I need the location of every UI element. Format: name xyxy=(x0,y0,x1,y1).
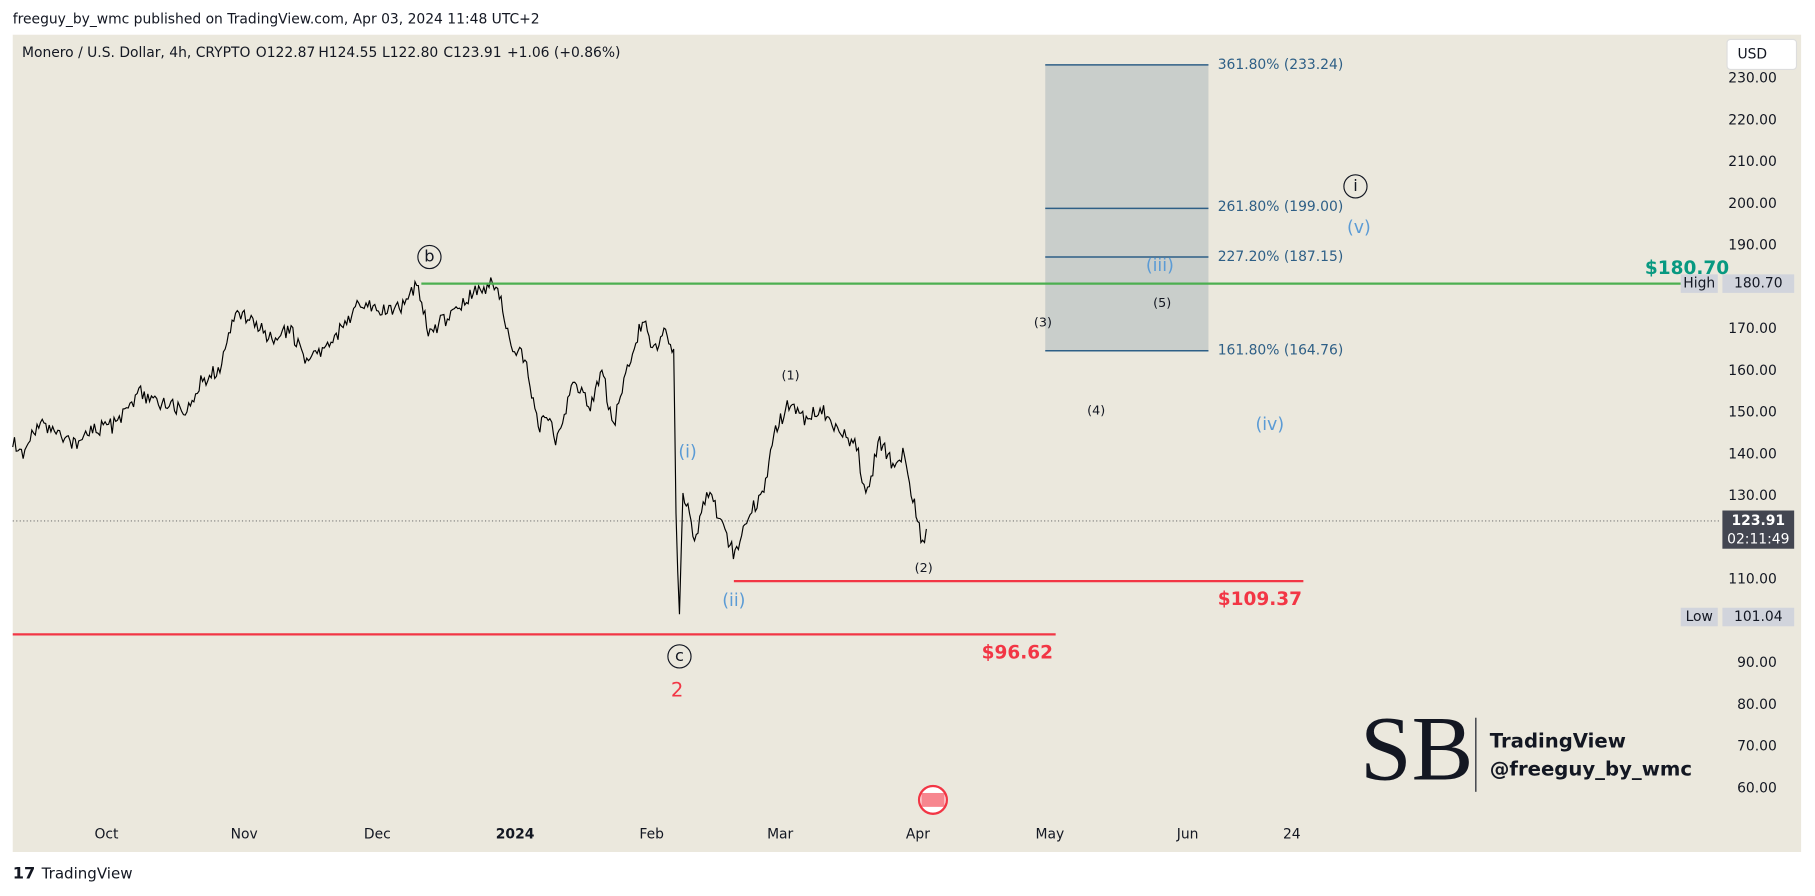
wave-label: b xyxy=(424,246,434,265)
wave-label: (4) xyxy=(1087,403,1105,418)
time-tick-label: Mar xyxy=(767,827,793,843)
time-tick-label: Apr xyxy=(906,827,930,843)
currency[interactable]: USD xyxy=(1737,46,1767,62)
time-tick-label: 24 xyxy=(1283,827,1301,843)
fib-label: 361.80% (233.24) xyxy=(1218,57,1344,73)
price-tick-label: 70.00 xyxy=(1737,739,1777,755)
price-tick-label: 160.00 xyxy=(1728,363,1777,379)
price-tick-label: 170.00 xyxy=(1728,321,1777,337)
high-value-box xyxy=(1722,274,1795,293)
low-value-box xyxy=(1722,607,1795,627)
high-tag: High xyxy=(1683,276,1715,292)
wave-labels: b c i 2 (i) (ii) (iii) (iv) (v) (1) (2) … xyxy=(417,174,1371,702)
footer-logo: 17 xyxy=(13,864,36,883)
chart-background xyxy=(12,34,1802,853)
price-tick-label: 150.00 xyxy=(1728,405,1777,421)
high-tag-box xyxy=(1680,274,1718,293)
low-tag-box xyxy=(1680,607,1718,627)
price-tick-label: 140.00 xyxy=(1728,446,1777,462)
wave-label: (3) xyxy=(1034,315,1052,330)
legend-close: C123.91 xyxy=(443,45,501,61)
price-tick-label: 130.00 xyxy=(1728,488,1777,504)
low-tag: Low xyxy=(1686,609,1713,625)
wave-circle xyxy=(667,644,692,669)
price-tick-label: 90.00 xyxy=(1737,655,1777,671)
wave-circle xyxy=(1343,174,1368,199)
time-tick-label: Oct xyxy=(94,827,119,843)
legend: Monero / U.S. Dollar, 4h, CRYPTO O122.87… xyxy=(22,45,620,61)
legend-low: L122.80 xyxy=(382,45,438,61)
price-tick-label: 220.00 xyxy=(1728,112,1777,128)
wave-label: (2) xyxy=(915,561,933,576)
price-tick-label: 80.00 xyxy=(1737,697,1777,713)
fib-label: 261.80% (199.00) xyxy=(1218,199,1344,215)
time-tick-label: May xyxy=(1036,827,1065,843)
wave-label: (i) xyxy=(678,443,696,463)
watermark-handle: @freeguy_by_wmc xyxy=(1490,757,1692,780)
fib-label: 227.20% (187.15) xyxy=(1218,249,1344,265)
wave-label: c xyxy=(675,646,684,665)
wave-degree: 2 xyxy=(671,679,684,702)
last-price-box xyxy=(1722,510,1795,549)
support-label: $109.37 xyxy=(1218,589,1302,610)
wave-label: (iv) xyxy=(1255,415,1284,435)
countdown: 02:11:49 xyxy=(1727,531,1789,547)
price-tick-label: 110.00 xyxy=(1728,572,1777,588)
wave-label: (1) xyxy=(782,369,800,384)
last-price: 123.91 xyxy=(1732,513,1786,529)
watermark: SB TradingView @freeguy_by_wmc xyxy=(1360,697,1692,800)
time-tick-label: Feb xyxy=(639,827,664,843)
price-tick-label: 60.00 xyxy=(1737,780,1777,796)
wave-label: (v) xyxy=(1347,218,1371,238)
support-label: $96.62 xyxy=(982,642,1053,663)
legend-open: O122.87 xyxy=(256,45,315,61)
high-value: 180.70 xyxy=(1734,276,1783,292)
fib-lines xyxy=(1045,64,1209,352)
wave-label: (iii) xyxy=(1146,256,1174,276)
time-tick-label: Nov xyxy=(231,827,258,843)
watermark-logo: SB xyxy=(1360,697,1473,800)
fib-label: 161.80% (164.76) xyxy=(1218,343,1344,359)
wave-label: (ii) xyxy=(722,591,745,611)
price-trace xyxy=(12,277,927,615)
publisher: freeguy_by_wmc published on TradingView.… xyxy=(13,12,540,28)
currency-button[interactable] xyxy=(1726,38,1798,71)
resistance-label: $180.70 xyxy=(1645,258,1729,279)
price-tick-label: 200.00 xyxy=(1728,196,1777,212)
wave-label: (5) xyxy=(1153,296,1171,311)
event-flag xyxy=(921,792,945,807)
watermark-brand: TradingView xyxy=(1490,730,1626,753)
legend-change: +1.06 (+0.86%) xyxy=(507,45,620,61)
legend-symbol: Monero / U.S. Dollar, 4h, CRYPTO xyxy=(22,45,250,61)
price-tick-label: 230.00 xyxy=(1728,71,1777,87)
time-axis: Oct Nov Dec 2024 Feb Mar Apr May Jun 24 xyxy=(94,827,1300,843)
price-tick-label: 190.00 xyxy=(1728,238,1777,254)
time-tick-label: 2024 xyxy=(496,827,535,843)
time-tick-label: Jun xyxy=(1176,827,1199,843)
legend-high: H124.55 xyxy=(318,45,377,61)
price-tick-label: 210.00 xyxy=(1728,154,1777,170)
wave-circle xyxy=(417,244,442,270)
wave-label: i xyxy=(1353,176,1357,195)
low-value: 101.04 xyxy=(1734,609,1783,625)
time-tick-label: Dec xyxy=(364,827,391,843)
footer-brand: TradingView xyxy=(41,865,133,883)
